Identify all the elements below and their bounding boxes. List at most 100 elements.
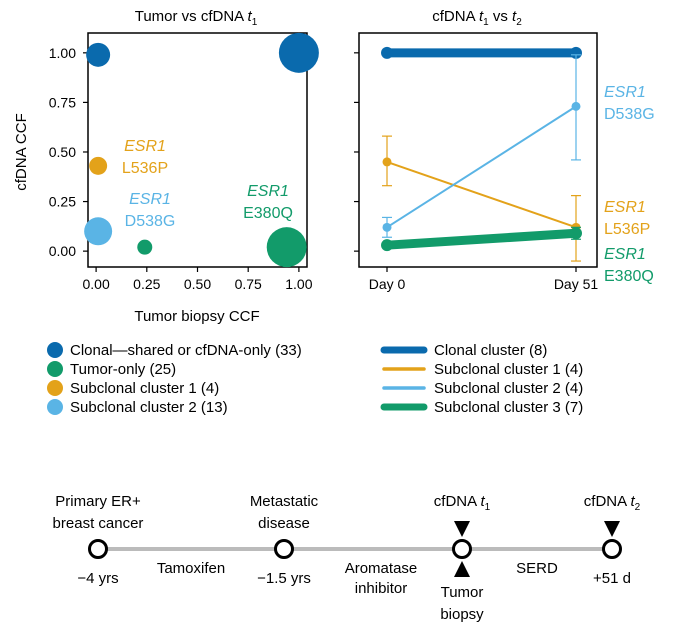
scatter-legend: Clonal—shared or cfDNA-only (33) Tumor-on… [47, 342, 302, 416]
timeline-node [452, 539, 472, 559]
annotation-gene: ESR1 [124, 138, 166, 155]
timeline-node-label: cfDNA t2 [584, 493, 641, 513]
annotation-gene: ESR1 [604, 246, 646, 263]
scatter-title-sub: 1 [252, 17, 258, 28]
down-arrow-icon [454, 521, 470, 537]
line-title-mid: vs [489, 8, 512, 25]
timeline-node-label: Tumor [441, 584, 484, 601]
scatter-axes: 0.00 0.25 0.50 0.75 1.00 0.00 0.25 0.50 0.75 1.00 [49, 32, 313, 292]
scatter-point-clonal [278, 32, 319, 73]
scatter-point-tumor_only [266, 227, 307, 268]
timeline-node-label: disease [258, 515, 310, 532]
scatter-title-text: Tumor vs cfDNA [135, 8, 248, 25]
timeline-label-var: t [630, 493, 635, 510]
legend-marker-sub1 [47, 380, 63, 396]
line-title-text: cfDNA [432, 8, 479, 25]
x-tick-label: 0.25 [133, 276, 160, 292]
scatter-point-tumor_only [137, 239, 153, 255]
legend-label: Subclonal cluster 2 (13) [70, 399, 228, 416]
annotation-variant: L536P [122, 160, 168, 177]
scatter-title-var: t [248, 8, 253, 25]
x-tick-label: 0.00 [82, 276, 109, 292]
annotation-gene: ESR1 [129, 191, 171, 208]
y-tick-label: 0.00 [49, 243, 76, 259]
timeline-node [274, 539, 294, 559]
timeline-node-time: −1.5 yrs [257, 570, 311, 587]
line-annotations: ESR1 D538G ESR1 L536P ESR1 E380Q [604, 84, 655, 285]
line-title-sub2: 2 [516, 17, 522, 28]
annotation-variant: D538G [604, 106, 655, 123]
legend-label: Subclonal cluster 3 (7) [434, 399, 583, 416]
annotation-gene: ESR1 [604, 84, 646, 101]
legend-label: Subclonal cluster 1 (4) [70, 380, 219, 397]
series-line-sub1 [386, 160, 577, 229]
series-line-tumor_only [382, 228, 581, 250]
y-tick-label: 0.25 [49, 194, 76, 210]
line-series [381, 46, 582, 262]
timeline-label-prefix: cfDNA [584, 493, 631, 510]
timeline-label-prefix: cfDNA [434, 493, 481, 510]
legend-label: Tumor-only (25) [70, 361, 176, 378]
timeline-node-label: Primary ER+ [55, 493, 141, 510]
legend-label: Subclonal cluster 2 (4) [434, 380, 583, 397]
legend-marker-sub2 [47, 399, 63, 415]
scatter-points [84, 32, 319, 268]
scatter-panel: Tumor vs cfDNA t1 0.00 0.25 0.50 0.75 1.000.… [13, 8, 319, 325]
legend-marker-tumor_only [47, 361, 63, 377]
x-tick-label: Day 51 [554, 276, 599, 292]
scatter-point-sub2 [84, 217, 113, 246]
x-tick-label: 0.75 [235, 276, 262, 292]
scatter-x-axis-label: Tumor biopsy CCF [134, 308, 259, 325]
timeline-node-time: −4 yrs [77, 570, 118, 587]
timeline-treatment-label: Tamoxifen [157, 560, 225, 577]
series-point-sub2 [571, 101, 581, 111]
line-legend: Clonal cluster (8) Subclonal cluster 1 (4… [380, 342, 583, 416]
timeline-treatment-label: Aromatase [345, 560, 418, 577]
series-point-tumor_only [570, 227, 582, 240]
line-title-var2: t [512, 8, 517, 25]
series-point-sub2 [382, 222, 392, 232]
timeline-label-var: t [480, 493, 485, 510]
timeline-node-time: +51 d [593, 570, 631, 587]
timeline-node [88, 539, 108, 559]
annotation-gene: ESR1 [604, 199, 646, 216]
timeline-node-label: cfDNA t1 [434, 493, 491, 513]
line-title-var1: t [479, 8, 484, 25]
line-title-sub1: 1 [483, 17, 489, 28]
y-tick-label: 0.50 [49, 144, 76, 160]
series-point-clonal [381, 46, 393, 59]
legend-label: Clonal cluster (8) [434, 342, 547, 359]
legend-label: Clonal—shared or cfDNA-only (33) [70, 342, 302, 359]
x-tick-label: 1.00 [285, 276, 312, 292]
line-title: cfDNA t1 vs t2 [432, 8, 522, 28]
y-tick-label: 0.75 [49, 94, 76, 110]
legend-label: Subclonal cluster 1 (4) [434, 361, 583, 378]
down-arrow-icon [604, 521, 620, 537]
legend-marker-clonal [47, 342, 63, 358]
series-point-clonal [570, 46, 582, 59]
up-arrow-icon [454, 561, 470, 577]
annotation-variant: L536P [604, 221, 650, 238]
timeline-node-label: breast cancer [53, 515, 144, 532]
scatter-point-clonal [86, 42, 111, 67]
timeline-treatment-label: SERD [516, 560, 558, 577]
line-frame [358, 32, 598, 268]
timeline-label-sub: 2 [635, 502, 641, 513]
timeline-treatment-label: inhibitor [355, 580, 408, 597]
line-panel: cfDNA t1 vs t2 Day 0 Day 51 ESR1D538GESR1… [354, 8, 655, 292]
timeline-node-label: Metastatic [250, 493, 319, 510]
timeline-node [602, 539, 622, 559]
y-tick-label: 1.00 [49, 45, 76, 61]
scatter-y-axis-label: cfDNA CCF [13, 113, 30, 191]
series-point-tumor_only [381, 239, 393, 252]
annotation-variant: D538G [125, 213, 176, 230]
timeline-label-sub: 1 [485, 502, 491, 513]
annotation-variant: E380Q [243, 205, 293, 222]
x-tick-label: Day 0 [369, 276, 406, 292]
scatter-point-sub1 [89, 156, 108, 175]
annotation-variant: E380Q [604, 268, 654, 285]
series-line-sub2 [386, 105, 577, 229]
scatter-title: Tumor vs cfDNA t1 [135, 8, 258, 28]
x-tick-label: 0.50 [184, 276, 211, 292]
